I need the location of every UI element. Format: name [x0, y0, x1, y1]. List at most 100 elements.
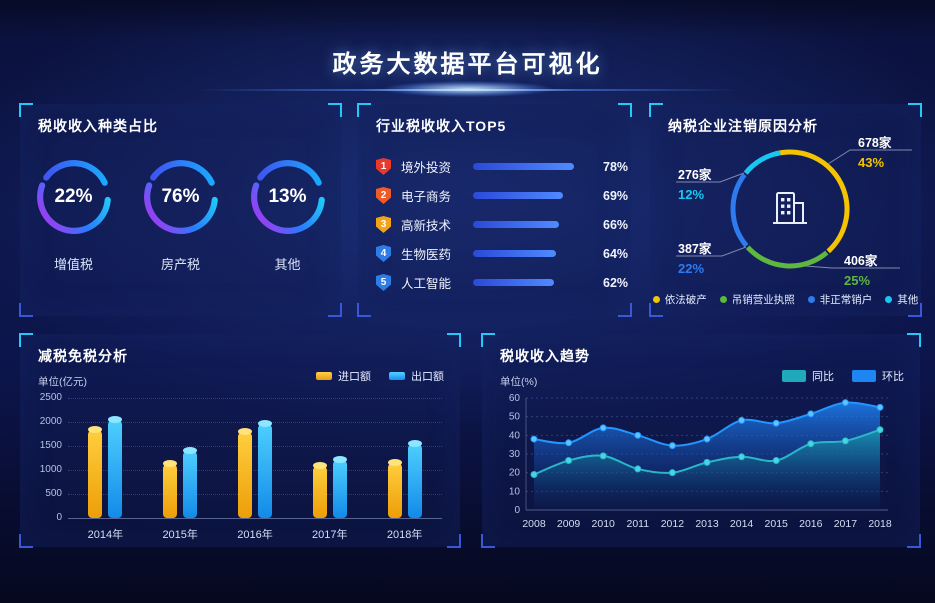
- donut-value: 76%: [161, 186, 200, 207]
- donut-other: 13% 其他: [243, 158, 333, 273]
- y-tick-label: 50: [509, 412, 521, 423]
- bar-fill: [473, 279, 554, 286]
- panel-industry-top5: 行业税收收入TOP5 1 境外投资 78% 2 电子商务 69% 3 高新技术 …: [357, 103, 632, 317]
- bar-cap: [258, 419, 272, 427]
- panel-tax-reduction: 减税免税分析 单位(亿元) 进口额 出口额 0 500 1000 1500 2000 25…: [19, 333, 461, 548]
- page-title: 政务大数据平台可视化: [332, 51, 603, 78]
- callout-percent: 43%: [858, 155, 885, 171]
- legend-chip: [852, 370, 876, 382]
- x-tick-label: 2015: [765, 518, 789, 530]
- data-point: [703, 458, 711, 466]
- x-tick-label: 2016: [799, 518, 823, 530]
- donut-value: 22%: [54, 186, 93, 207]
- donut-value: 13%: [268, 186, 307, 207]
- data-point: [634, 431, 642, 439]
- bar-cap: [88, 426, 103, 434]
- donut-label: 房产税: [160, 257, 200, 272]
- bar-cyl-exp: [407, 440, 422, 518]
- legend-label: 非正常销户: [819, 294, 873, 306]
- bar-cyl-imp: [88, 426, 103, 518]
- bar-cyl-exp: [332, 455, 347, 518]
- rank-badge-icon: 5: [376, 274, 391, 291]
- cancel-legend: 依法破产 吊销营业执照 非正常销户 其他: [650, 292, 921, 307]
- y-tick-label: 20: [509, 468, 521, 479]
- bar-cap: [387, 458, 402, 466]
- legend-dot: [885, 296, 893, 303]
- industry-percent: 78%: [603, 159, 629, 174]
- legend-dot: [719, 296, 727, 303]
- industry-percent: 66%: [603, 217, 629, 232]
- rank-badge-icon: 4: [376, 245, 391, 262]
- x-tick-label: 2010: [592, 518, 616, 530]
- legend-chip: [782, 370, 806, 382]
- y-tick-label: 2000: [39, 416, 62, 427]
- unit-label: 单位(亿元): [38, 376, 87, 388]
- legend-label: 吊销营业执照: [731, 294, 795, 306]
- legend-label: 其他: [897, 294, 919, 306]
- y-tick-label: 1000: [39, 464, 62, 475]
- rank-badge-icon: 1: [376, 158, 391, 175]
- bar-track: [473, 279, 603, 286]
- data-point: [807, 440, 815, 448]
- bar-cap: [183, 446, 198, 454]
- data-point: [634, 465, 642, 473]
- callout-count: 387家: [678, 242, 712, 256]
- data-point: [841, 437, 849, 445]
- panel-tax-type: 税收收入种类占比 22% 增值税 76%: [19, 103, 342, 317]
- industry-label: 生物医药: [401, 248, 452, 262]
- bar-cyl-exp: [183, 446, 198, 518]
- legend-item-import[interactable]: 进口额: [316, 368, 371, 384]
- bar-cap: [332, 455, 347, 463]
- legend-dot: [652, 296, 660, 303]
- bar-cap: [163, 459, 178, 467]
- x-tick-label: 2013: [695, 518, 719, 530]
- x-tick-label: 2009: [557, 518, 581, 530]
- data-point: [599, 424, 607, 432]
- industry-label: 境外投资: [401, 161, 452, 175]
- callout-count: 678家: [858, 136, 892, 150]
- industry-label: 电子商务: [401, 190, 452, 204]
- legend-item-mom[interactable]: 环比: [852, 368, 904, 384]
- legend-item-broke[interactable]: 依法破产: [652, 292, 707, 307]
- callout-revoked: 406家 25%: [844, 252, 877, 292]
- panel-title: 行业税收收入TOP5: [376, 118, 507, 134]
- callout-percent: 25%: [844, 273, 871, 289]
- legend-label: 依法破产: [664, 294, 707, 306]
- legend-label: 同比: [812, 371, 834, 383]
- donut-ring-icon: [143, 160, 218, 234]
- legend-chip: [389, 372, 405, 380]
- callout-count: 276家: [678, 168, 712, 182]
- legend-label: 环比: [882, 371, 904, 383]
- y-tick-label: 10: [509, 486, 521, 497]
- bar-cyl-imp: [238, 427, 252, 518]
- x-tick-label: 2008: [522, 518, 546, 530]
- reason-donut-chart: [730, 149, 850, 269]
- legend-item-yoy[interactable]: 同比: [782, 368, 834, 384]
- industry-label: 高新技术: [401, 219, 452, 233]
- bar-cap: [108, 415, 123, 423]
- header-glow: [197, 84, 738, 96]
- data-point: [876, 426, 884, 434]
- legend-item-revoked[interactable]: 吊销营业执照: [719, 292, 795, 307]
- legend-item-export[interactable]: 出口额: [389, 368, 444, 384]
- donut-ring-icon: [250, 160, 325, 234]
- y-tick-label: 1500: [39, 440, 62, 451]
- bar-cyl-imp: [387, 458, 402, 518]
- grid-line: [68, 446, 442, 447]
- donut-chart: 13%: [249, 158, 327, 236]
- data-point: [668, 469, 676, 477]
- donut-chart: 76%: [142, 158, 220, 236]
- bar-track: [473, 250, 603, 257]
- bar-fill: [473, 163, 575, 170]
- legend-item-abnormal[interactable]: 非正常销户: [807, 292, 873, 307]
- legend-item-other[interactable]: 其他: [885, 292, 918, 307]
- x-tick-label: 2018年: [386, 529, 423, 541]
- top5-row: 5 人工智能 62%: [376, 268, 628, 297]
- bar-track: [473, 192, 603, 199]
- panel-title: 税收收入种类占比: [38, 118, 158, 134]
- bar-cap: [238, 427, 252, 435]
- bar-cap: [407, 440, 422, 448]
- data-point: [703, 435, 711, 443]
- panel-cancellation: 纳税企业注销原因分析 678家 43% 406家 25% 387家 22%: [649, 103, 922, 317]
